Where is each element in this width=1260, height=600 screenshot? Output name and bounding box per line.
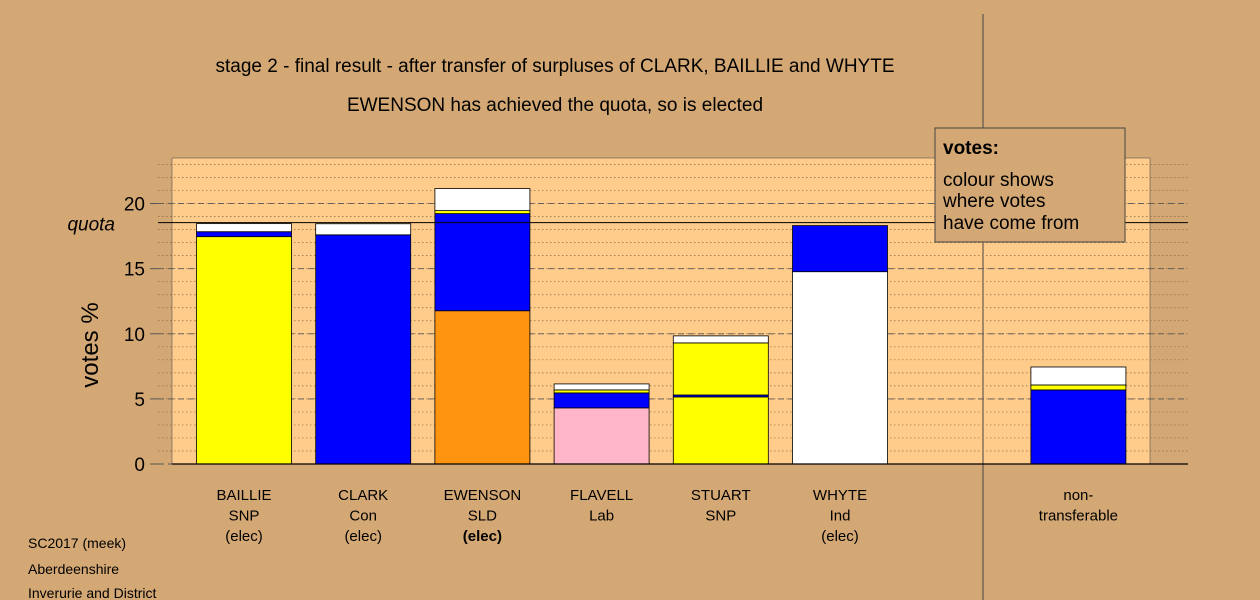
y-tick-label: 20: [124, 195, 145, 216]
y-tick-label: 0: [134, 455, 145, 476]
bar-segment: [196, 231, 292, 238]
chart-title: stage 2 - final result - after transfer …: [215, 56, 894, 77]
x-tick-label: STUART: [691, 487, 751, 504]
bar-segment: [672, 396, 769, 465]
bar-segment: [1030, 366, 1127, 386]
bar-segment: [196, 223, 292, 233]
x-tick-label: (elec): [463, 528, 502, 545]
quota-label: quota: [67, 215, 115, 236]
annotation-box: [934, 127, 1126, 243]
bar-segment: [196, 236, 292, 465]
x-tick-label: CLARK: [338, 487, 388, 504]
x-tick-label: Lab: [589, 508, 614, 525]
bar-segment: [315, 223, 412, 236]
bar-segment: [315, 234, 412, 465]
bar-segment: [434, 310, 531, 465]
annotation-line: have come from: [943, 213, 1079, 234]
x-tick-label: non-: [1063, 487, 1093, 504]
footer-text: SC2017 (meek): [28, 535, 126, 551]
bar-segment: [672, 342, 769, 396]
annotation-title: votes:: [943, 138, 999, 159]
x-tick-label: Con: [349, 508, 377, 525]
bar-segment: [792, 271, 888, 465]
bar-segment: [1030, 384, 1127, 391]
y-axis-label: votes %: [77, 302, 104, 387]
annotation-line: colour shows: [943, 170, 1054, 191]
x-tick-label: (elec): [344, 528, 382, 545]
annotation-line: where votes: [942, 191, 1045, 212]
x-tick-label: WHYTE: [813, 487, 867, 504]
x-tick-label: SLD: [468, 508, 497, 525]
bar-segment: [434, 188, 531, 212]
bars: [196, 188, 1127, 465]
bar-segment: [553, 392, 650, 409]
x-tick-label: SNP: [705, 508, 736, 525]
bar-segment: [792, 225, 888, 273]
x-tick-label: EWENSON: [444, 487, 522, 504]
chart-subtitle: EWENSON has achieved the quota, so is el…: [347, 95, 763, 116]
footer-text: Aberdeenshire: [28, 561, 119, 577]
x-tick-label: (elec): [821, 528, 859, 545]
bar-segment: [553, 383, 650, 391]
footer-text: Inverurie and District: [28, 585, 156, 600]
y-tick-label: 10: [124, 325, 145, 346]
bar-segment: [434, 213, 531, 312]
bar-segment: [672, 335, 769, 344]
x-tick-label: SNP: [229, 508, 260, 525]
bar-segment: [553, 407, 650, 465]
x-tick-label: FLAVELL: [570, 487, 633, 504]
x-tick-label: transferable: [1039, 508, 1118, 525]
y-tick-label: 5: [134, 390, 145, 411]
x-tick-label: (elec): [225, 528, 263, 545]
y-tick-label: 15: [124, 260, 145, 281]
x-tick-label: Ind: [830, 508, 851, 525]
bar-segment: [1030, 389, 1127, 465]
overlay: BAILLIE SNP (elec) CLARK Con (elec) EWENSON SLD…: [67, 215, 1188, 545]
bar-segment: [434, 210, 531, 215]
bar-segment: [553, 389, 650, 394]
x-tick-label: BAILLIE: [216, 487, 271, 504]
